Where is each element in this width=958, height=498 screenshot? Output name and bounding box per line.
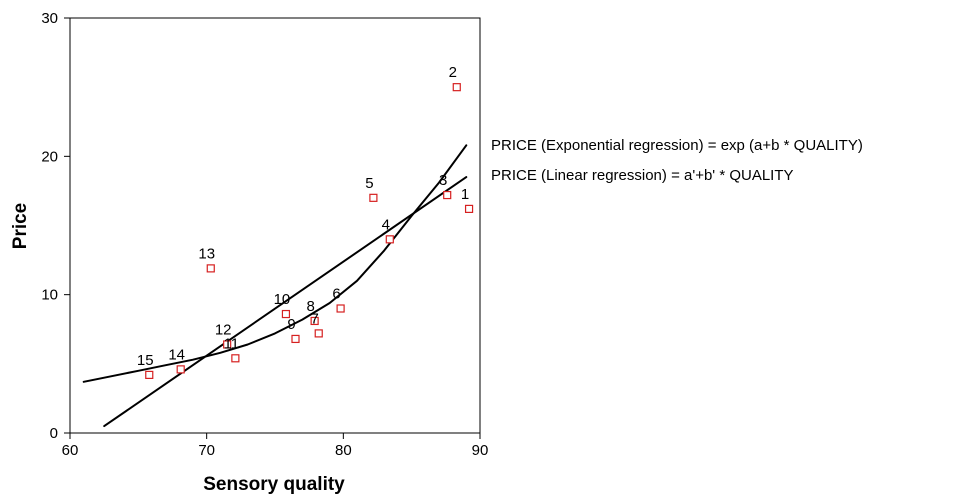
point-label-8: 8 [306, 298, 314, 315]
data-point-7 [314, 329, 323, 338]
point-label-1: 1 [461, 186, 469, 203]
legend-exponential: PRICE (Exponential regression) = exp (a+… [491, 137, 863, 154]
data-point-5 [369, 193, 378, 202]
x-tick-label: 60 [62, 442, 79, 459]
data-point-8 [310, 316, 319, 326]
y-tick-label: 10 [41, 287, 58, 304]
point-label-3: 3 [439, 172, 447, 189]
point-label-12: 12 [215, 321, 232, 338]
data-point-15 [145, 370, 154, 379]
point-label-7: 7 [311, 310, 319, 327]
exponential-regression-line [82, 144, 468, 383]
x-tick-label: 70 [198, 442, 215, 459]
point-label-2: 2 [449, 64, 457, 81]
legend-linear: PRICE (Linear regression) = a'+b' * QUAL… [491, 167, 794, 184]
point-label-4: 4 [382, 216, 390, 233]
point-label-11: 11 [224, 335, 240, 352]
point-label-14: 14 [168, 346, 185, 363]
data-point-12 [223, 340, 232, 349]
data-point-2 [452, 83, 461, 92]
x-axis-title: Sensory quality [203, 474, 345, 495]
data-point-1 [464, 204, 474, 213]
point-label-13: 13 [198, 245, 215, 262]
point-label-6: 6 [332, 286, 340, 303]
point-label-5: 5 [365, 175, 373, 192]
point-label-9: 9 [287, 316, 295, 333]
y-tick-label: 0 [50, 425, 58, 442]
data-point-10 [281, 309, 291, 319]
x-axis: 60 70 80 90 [62, 433, 489, 459]
plot-border [69, 17, 481, 434]
linear-regression-line [103, 176, 468, 428]
data-points [145, 83, 474, 379]
data-point-9 [291, 334, 300, 344]
y-axis-title: Price [10, 203, 31, 249]
y-axis: 0 10 20 30 [41, 10, 70, 442]
data-point-11 [231, 354, 240, 363]
point-label-15: 15 [137, 352, 154, 369]
point-label-10: 10 [274, 291, 291, 308]
x-tick-label: 90 [472, 442, 489, 459]
x-tick-label: 80 [335, 442, 352, 459]
y-tick-label: 20 [41, 148, 58, 165]
data-point-3 [443, 190, 452, 200]
legend: PRICE (Exponential regression) = exp (a+… [491, 137, 863, 184]
regression-lines [82, 144, 468, 428]
plot-frame [69, 17, 481, 434]
data-point-4 [385, 235, 394, 244]
data-point-6 [336, 304, 345, 313]
data-point-13 [206, 264, 215, 273]
data-point-14 [176, 365, 185, 374]
y-tick-label: 30 [41, 10, 58, 27]
